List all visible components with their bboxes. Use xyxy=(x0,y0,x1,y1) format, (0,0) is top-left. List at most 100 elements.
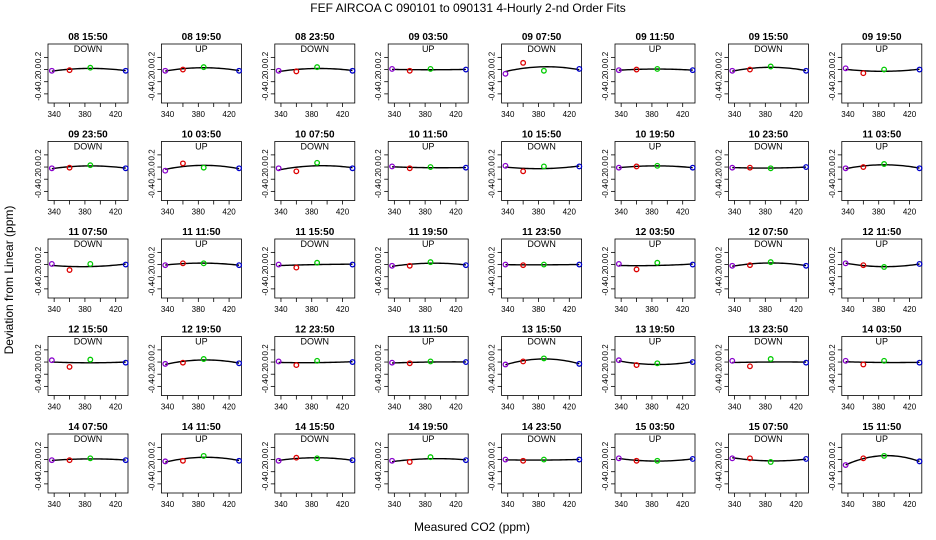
panel-title: 11 15:50 xyxy=(295,227,334,238)
data-point xyxy=(87,455,94,462)
panel-frame xyxy=(501,433,583,494)
panel-frame xyxy=(274,238,356,299)
data-point xyxy=(615,455,622,462)
y-tick-label: 0.2 xyxy=(261,246,270,258)
data-point xyxy=(916,260,923,267)
y-tick-label: -0.2 xyxy=(601,74,610,88)
y-tick-label: 0.2 xyxy=(601,246,610,258)
data-point xyxy=(200,452,207,459)
x-tick-label: 380 xyxy=(192,403,206,412)
data-point xyxy=(767,165,774,172)
panel-title: 10 03:50 xyxy=(182,130,222,141)
y-tick-label: 0.0 xyxy=(714,161,723,173)
panel-title: 13 19:50 xyxy=(635,325,675,336)
panel-frame xyxy=(160,336,242,396)
data-point xyxy=(576,261,583,268)
data-point xyxy=(314,64,321,71)
x-tick-label: 380 xyxy=(532,500,546,509)
y-tick-label: 0.0 xyxy=(34,63,43,75)
y-tick-label: -0.2 xyxy=(714,464,723,478)
x-tick-label: 420 xyxy=(676,500,690,509)
y-tick-label: -0.4 xyxy=(261,86,270,100)
y-tick-label: 0.0 xyxy=(828,63,837,75)
data-point xyxy=(87,64,94,71)
data-point xyxy=(520,168,527,175)
panel-frame xyxy=(614,433,696,494)
fit-curve xyxy=(165,262,240,266)
y-tick-label: 0.0 xyxy=(34,453,43,465)
panel-title: 09 15:50 xyxy=(749,32,789,43)
y-tick-label: 0.2 xyxy=(488,51,497,63)
data-point xyxy=(803,262,810,269)
data-point xyxy=(179,160,186,167)
data-point xyxy=(200,164,207,171)
panel-direction: UP xyxy=(195,142,208,152)
data-point xyxy=(654,457,661,464)
data-point xyxy=(406,165,413,172)
data-point xyxy=(389,262,395,269)
y-tick-label: 0.0 xyxy=(374,161,383,173)
y-tick-label: 0.0 xyxy=(261,63,270,75)
panel-title: 12 11:50 xyxy=(862,227,901,238)
x-tick-label: 340 xyxy=(161,305,175,314)
x-tick-label: 340 xyxy=(728,403,742,412)
fit-curve xyxy=(618,263,693,267)
panel-title: 12 15:50 xyxy=(68,325,108,336)
data-point xyxy=(236,67,243,74)
panel-direction: DOWN xyxy=(527,142,556,152)
data-point xyxy=(122,165,129,172)
y-tick-label: 0.2 xyxy=(828,149,837,161)
x-tick-label: 340 xyxy=(47,403,61,412)
y-tick-label: -0.4 xyxy=(601,476,610,490)
y-tick-label: -0.4 xyxy=(147,379,156,393)
data-point xyxy=(502,361,509,368)
panel-frame xyxy=(274,43,356,104)
x-tick-label: 420 xyxy=(903,500,917,509)
x-tick-label: 340 xyxy=(501,500,515,509)
y-tick-label: -0.4 xyxy=(147,86,156,100)
data-point xyxy=(349,261,356,268)
fit-curve xyxy=(618,68,693,71)
panel-direction: DOWN xyxy=(527,434,556,444)
panel-title: 14 07:50 xyxy=(68,422,108,433)
y-tick-label: -0.2 xyxy=(147,269,156,283)
fit-curve xyxy=(51,458,126,462)
panel-title: 08 19:50 xyxy=(182,32,222,43)
fit-curve xyxy=(505,458,580,461)
y-tick-label: 0.0 xyxy=(488,453,497,465)
data-point xyxy=(689,67,696,74)
y-tick-label: 0.2 xyxy=(714,51,723,63)
data-point xyxy=(615,357,622,364)
fit-curve xyxy=(392,361,466,364)
x-tick-label: 420 xyxy=(449,208,463,217)
x-tick-label: 340 xyxy=(161,403,175,412)
fit-curve xyxy=(51,263,126,268)
data-point xyxy=(881,264,888,270)
data-point xyxy=(179,66,186,73)
data-point xyxy=(66,457,73,464)
panel-direction: DOWN xyxy=(527,337,556,347)
panel-direction: UP xyxy=(649,44,662,54)
y-tick-label: -0.2 xyxy=(147,367,156,381)
y-tick-label: 0.2 xyxy=(374,246,383,258)
panel-frame xyxy=(274,433,356,494)
y-tick-label: 0.0 xyxy=(601,63,610,75)
y-tick-label: 0.2 xyxy=(601,344,610,356)
x-tick-label: 420 xyxy=(109,500,123,509)
y-axis-label: Deviation from Linear (ppm) xyxy=(2,206,16,355)
y-tick-label: -0.2 xyxy=(147,172,156,186)
y-tick-label: -0.4 xyxy=(601,184,610,198)
data-point xyxy=(576,163,583,170)
panel-direction: UP xyxy=(649,434,662,444)
data-point xyxy=(746,164,753,171)
data-point xyxy=(746,66,753,73)
panel-frame xyxy=(47,336,129,396)
y-tick-label: 0.2 xyxy=(601,441,610,453)
panel-frame xyxy=(47,43,129,104)
panel-title: 14 15:50 xyxy=(295,422,335,433)
